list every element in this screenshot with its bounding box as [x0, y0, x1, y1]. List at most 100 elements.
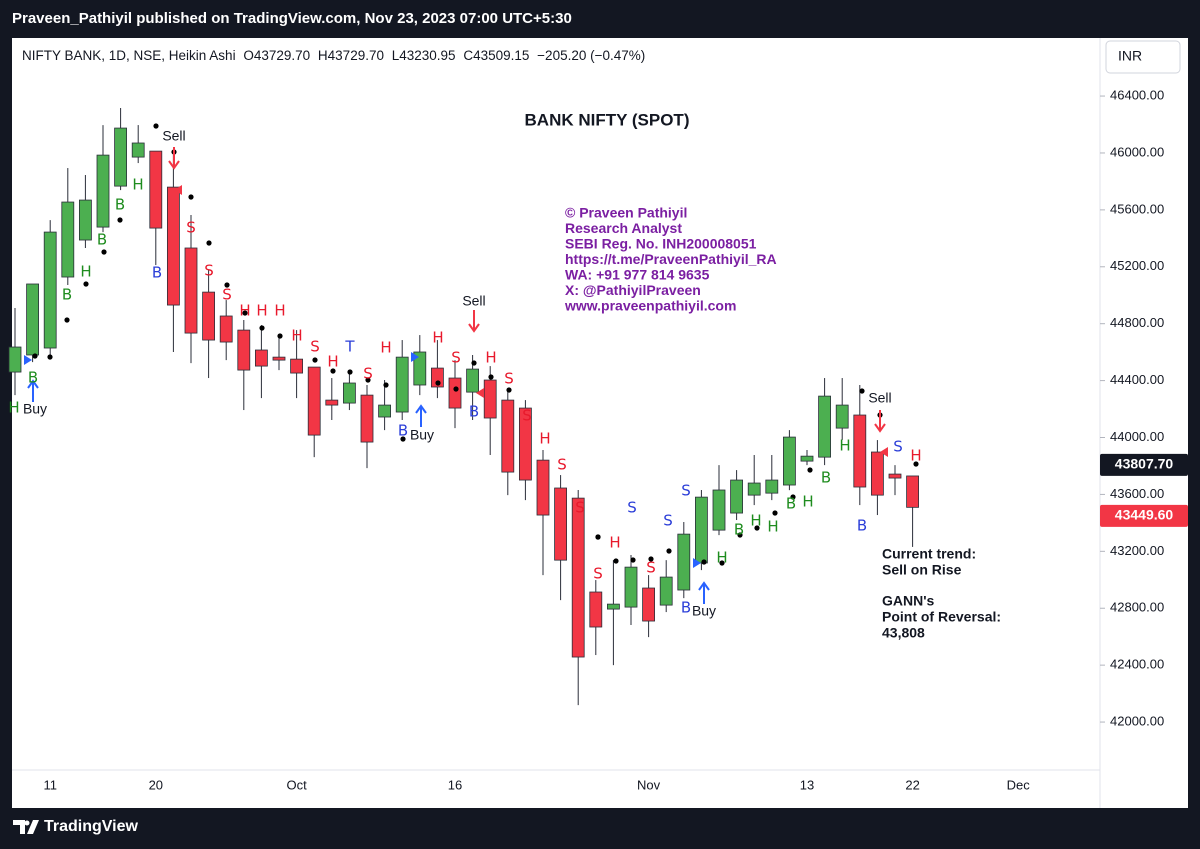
- signal-dot: [259, 325, 265, 331]
- signal-letter: B: [152, 264, 162, 282]
- candle-body: [536, 459, 550, 516]
- candle-body: [677, 533, 691, 591]
- signal-dot: [648, 556, 654, 562]
- signal-letter: B: [115, 196, 125, 214]
- signal-dot: [117, 217, 123, 223]
- note-line: GANN's: [882, 593, 935, 609]
- trade-label: Buy: [692, 603, 716, 619]
- candle-body: [501, 399, 515, 473]
- signal-dot: [206, 240, 212, 246]
- candle-body: [571, 497, 585, 658]
- signal-triangle: [693, 558, 701, 568]
- candle-body: [290, 358, 304, 374]
- watermark-line: X: @PathiyilPraveen: [565, 282, 701, 298]
- candle-body: [835, 404, 849, 429]
- y-tick-label: 44000.00: [1110, 429, 1164, 444]
- signal-letter: H: [132, 176, 143, 194]
- candle-body: [783, 436, 796, 486]
- signal-letter: H: [8, 399, 19, 417]
- signal-letter: B: [734, 521, 744, 539]
- candle-body: [589, 591, 603, 628]
- signal-dot: [772, 510, 778, 516]
- ohlc-close: C43509.15: [463, 48, 529, 63]
- y-tick-label: 42800.00: [1110, 600, 1164, 615]
- candle-body: [307, 366, 321, 436]
- watermark-line: www.praveenpathiyil.com: [564, 298, 736, 314]
- candle-body: [254, 349, 268, 367]
- signal-dot: [224, 282, 230, 288]
- candle-body: [818, 395, 831, 458]
- candle-body: [695, 496, 708, 564]
- signal-letter: H: [327, 353, 338, 371]
- signal-letter: S: [222, 286, 232, 304]
- signal-dot: [347, 369, 353, 375]
- candle-body: [906, 475, 919, 508]
- signal-arrow-head: [468, 323, 480, 333]
- signal-letter: S: [557, 456, 567, 474]
- watermark-line: https://t.me/PraveenPathiyil_RA: [565, 251, 777, 267]
- x-tick-label: 11: [43, 777, 57, 792]
- signal-letter: H: [609, 534, 620, 552]
- candle-body: [96, 154, 110, 228]
- signal-dot: [64, 317, 70, 323]
- signal-dot: [188, 194, 194, 200]
- signal-letter: B: [469, 403, 479, 421]
- candle-body: [871, 451, 884, 496]
- logo: [13, 820, 39, 834]
- note-line: Sell on Rise: [882, 562, 962, 578]
- candle-body: [747, 482, 761, 496]
- signal-dot: [790, 494, 796, 500]
- currency-button[interactable]: [1105, 40, 1181, 74]
- candle-body: [325, 399, 339, 406]
- candle-body: [554, 487, 567, 561]
- candle-body: [272, 356, 286, 361]
- logo-dot: [24, 820, 30, 826]
- signal-letter: S: [451, 349, 461, 367]
- trade-label: Buy: [410, 427, 434, 443]
- candle-body: [26, 283, 40, 356]
- candle-body: [360, 394, 374, 443]
- signal-triangle: [476, 388, 484, 398]
- watermark-line: Research Analyst: [565, 220, 682, 236]
- signal-letter: H: [239, 302, 250, 320]
- signal-dot: [859, 388, 865, 394]
- price-label-box: [1100, 504, 1188, 527]
- signal-letter: H: [910, 447, 921, 465]
- signal-letter: S: [504, 370, 514, 388]
- candle-body: [166, 186, 180, 306]
- signal-arrow-head: [27, 379, 39, 389]
- note-line: Point of Reversal:: [882, 609, 1001, 625]
- signal-dot: [32, 353, 38, 359]
- y-tick-label: 42000.00: [1110, 713, 1164, 728]
- candle-body: [131, 142, 145, 158]
- currency-label: INR: [1118, 48, 1142, 64]
- header: NIFTY BANK, 1D, NSE, Heikin Ashi O43729.…: [22, 48, 645, 63]
- y-tick-label: 45600.00: [1110, 201, 1164, 216]
- candle-body: [79, 199, 92, 241]
- y-tick-label: 46000.00: [1110, 144, 1164, 159]
- candle-body: [184, 247, 198, 334]
- signal-letter: H: [256, 302, 267, 320]
- signal-dot: [630, 557, 636, 563]
- candle-body: [378, 404, 392, 418]
- signal-dot: [737, 532, 743, 538]
- candle-body: [519, 407, 532, 481]
- candle-body: [413, 351, 427, 386]
- watermark-line: WA: +91 977 814 9635: [565, 267, 710, 283]
- price-label-box: [1100, 453, 1188, 476]
- signal-dot: [83, 281, 89, 287]
- signal-letter: H: [485, 349, 496, 367]
- note-line: Current trend:: [882, 546, 976, 562]
- candle-body: [765, 479, 779, 494]
- signal-dot: [330, 368, 336, 374]
- signal-letter: B: [62, 286, 72, 304]
- candle-body: [61, 201, 75, 278]
- candle-body: [149, 150, 163, 229]
- trade-label: Sell: [162, 128, 185, 144]
- price-label: 43807.70: [1115, 456, 1174, 472]
- top-bar: Praveen_Pathiyil published on TradingVie…: [12, 10, 572, 27]
- signal-letter: H: [80, 263, 91, 281]
- candle-body: [8, 346, 22, 373]
- candle-body: [624, 566, 638, 608]
- y-tick-label: 43600.00: [1110, 486, 1164, 501]
